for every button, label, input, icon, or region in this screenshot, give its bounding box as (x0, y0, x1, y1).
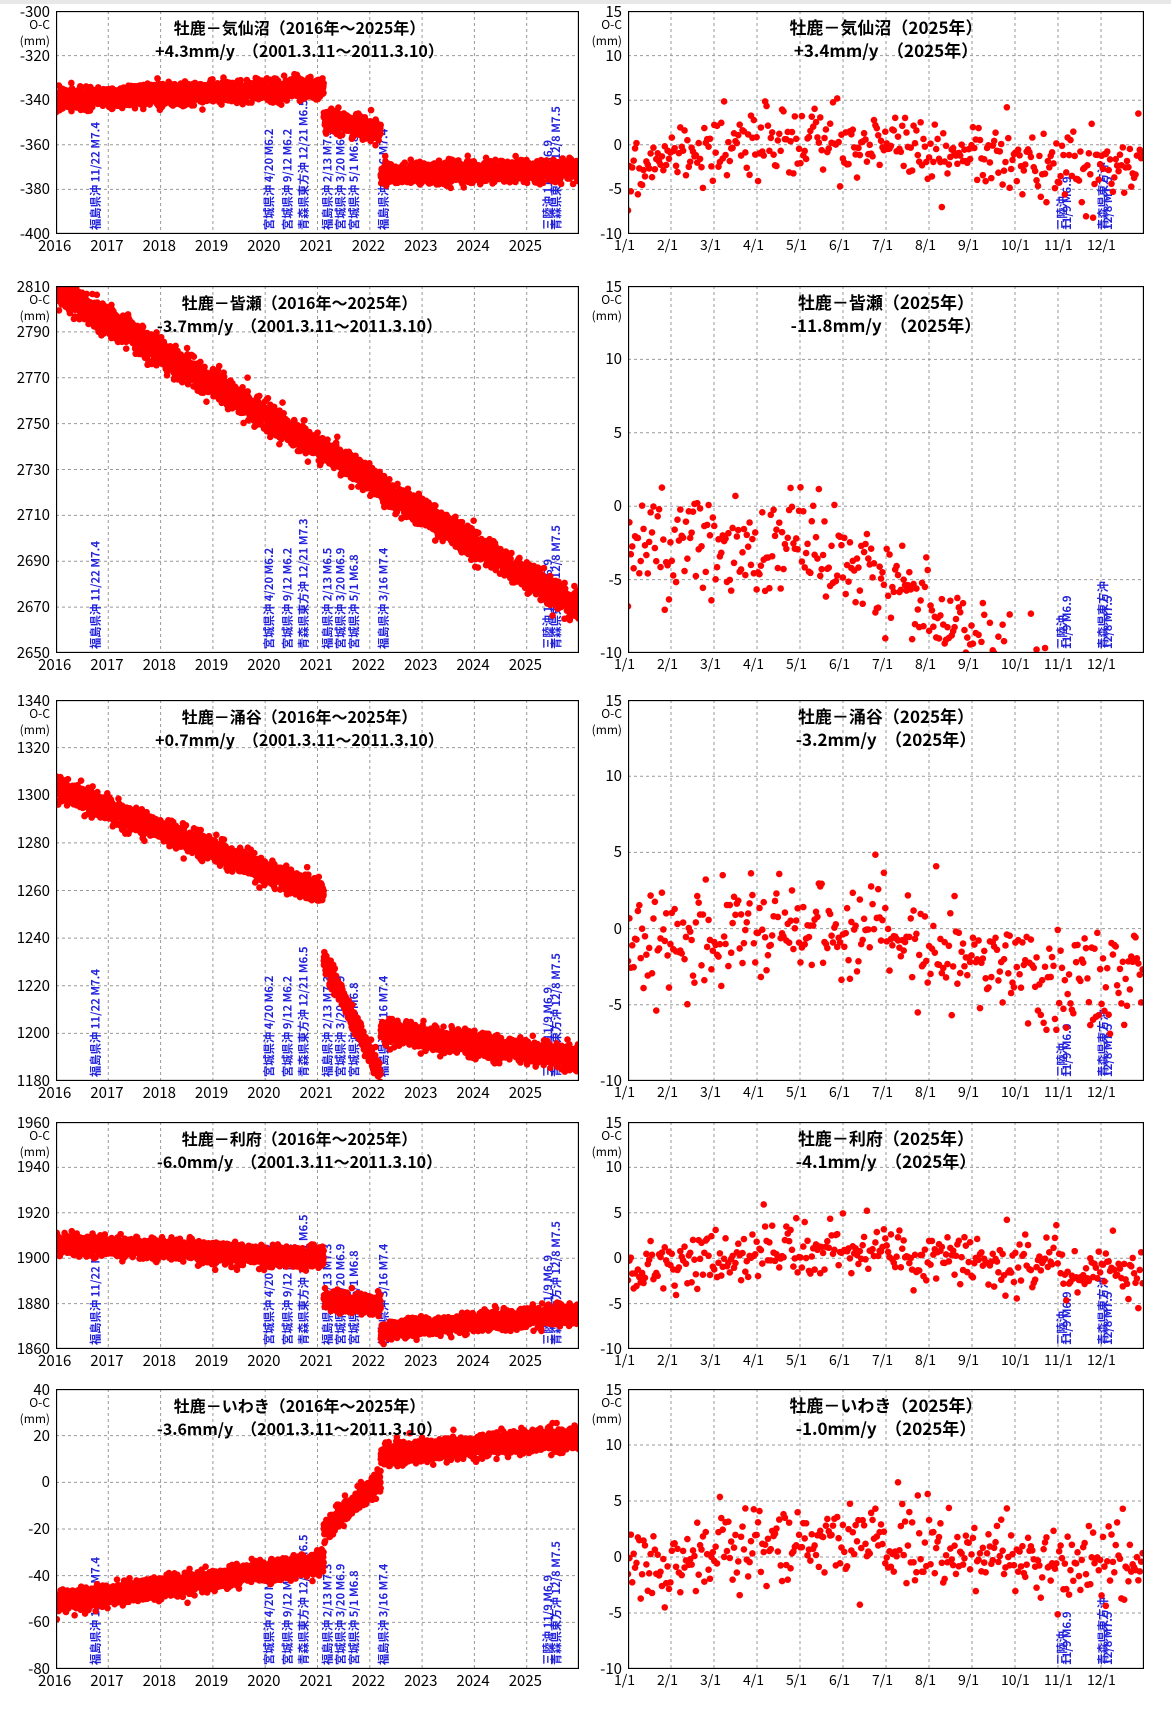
svg-text:宮城県沖 9/12 M6.2: 宮城県沖 9/12 M6.2 (279, 547, 295, 649)
svg-text:宮城県沖 4/20 M6.2: 宮城県沖 4/20 M6.2 (261, 128, 277, 230)
svg-text:福島県沖 11/22 M7.4: 福島県沖 11/22 M7.4 (87, 541, 103, 649)
svg-text:宮城県沖 5/1 M6.8: 宮城県沖 5/1 M6.8 (346, 135, 362, 230)
svg-text:青森県東方沖 12/21 M6.5: 青森県東方沖 12/21 M6.5 (295, 99, 311, 230)
svg-text:牡鹿－気仙沼（2016年～2025年）: 牡鹿－気仙沼（2016年～2025年） (174, 15, 426, 39)
svg-text:青森県東方沖 12/21 M7.3: 青森県東方沖 12/21 M7.3 (295, 518, 311, 649)
svg-text:宮城県沖 4/20 M6.2: 宮城県沖 4/20 M6.2 (261, 547, 277, 649)
svg-text:宮城県沖 5/1 M6.8: 宮城県沖 5/1 M6.8 (346, 554, 362, 649)
svg-text:福島県沖 11/22 M7.4: 福島県沖 11/22 M7.4 (87, 122, 103, 230)
svg-text:牡鹿－気仙沼（2025年）: 牡鹿－気仙沼（2025年） (789, 14, 982, 39)
svg-text:+3.4mm/y （2025年）: +3.4mm/y （2025年） (794, 37, 978, 62)
svg-text:+4.3mm/y （2001.3.11～2011.3.10）: +4.3mm/y （2001.3.11～2011.3.10） (155, 38, 444, 62)
svg-text:宮城県沖 9/12 M6.2: 宮城県沖 9/12 M6.2 (279, 128, 295, 230)
svg-text:福島県沖 3/16 M7.4: 福島県沖 3/16 M7.4 (375, 547, 391, 649)
